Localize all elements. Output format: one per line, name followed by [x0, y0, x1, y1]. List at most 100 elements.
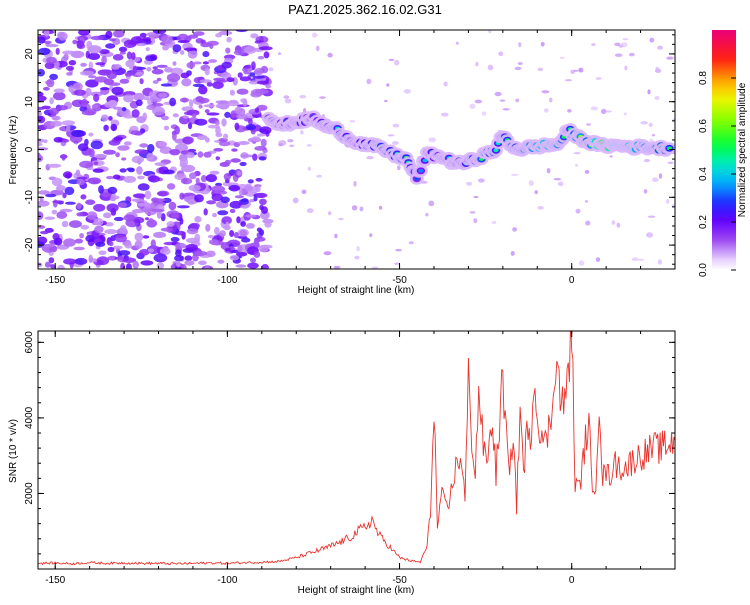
spectrogram-noise-blob [98, 49, 110, 55]
spectrogram-noise-blob [498, 51, 504, 57]
spectrogram-noise-blob [186, 152, 195, 159]
spectrogram-noise-blob [160, 227, 173, 232]
spectrogram-noise-blob [219, 230, 227, 237]
spectrogram-noise-blob [107, 82, 121, 86]
spectrogram-noise-blob [220, 196, 230, 204]
spectrogram-noise-blob [80, 62, 87, 67]
spectrogram-noise-blob [172, 44, 182, 53]
spectrogram-noise-blob [38, 262, 43, 268]
snr-y-ticks: 2000 4000 6000 [24, 331, 675, 570]
spectrogram-noise-blob [80, 194, 87, 200]
y-tick-label: 6000 [24, 331, 35, 354]
spectrogram-noise-blob [631, 257, 639, 262]
spectrogram-noise-blob [156, 262, 165, 269]
spectrogram-noise-blob [180, 72, 190, 79]
spectrogram-noise-blob [227, 101, 240, 107]
spectrogram-noise-blob [76, 202, 82, 210]
x-tick-label: 0 [569, 275, 575, 286]
spectrogram-noise-blob [557, 181, 564, 187]
spectrogram-noise-blob [38, 47, 51, 56]
spectrogram-noise-blob [236, 170, 243, 176]
spectrogram-noise-blob [394, 262, 400, 265]
spectrogram-noise-blob [109, 241, 114, 247]
spectrogram-noise-blob [475, 61, 479, 67]
spectrogram-noise-blob [135, 99, 143, 107]
spectrogram-noise-blob [119, 51, 126, 55]
spectrogram-noise-blob [198, 85, 208, 95]
spectrogram-noise-blob [208, 59, 218, 63]
spectrogram-noise-blob [548, 97, 553, 103]
spectrogram-noise-blob [92, 168, 104, 173]
spectrogram-noise-blob [108, 116, 113, 121]
spectrogram-noise-blob [255, 192, 268, 199]
spectrogram-noise-blob [151, 68, 164, 75]
spectrogram-noise-blob [221, 72, 232, 79]
spectrogram-noise-blob [253, 251, 261, 258]
spectrogram-noise-blob [112, 174, 121, 180]
y-tick-label: 20 [24, 48, 35, 60]
spectrogram-noise-blob [85, 87, 92, 97]
spectrogram-noise-blob [233, 49, 245, 56]
spectrogram-noise-blob [192, 61, 202, 65]
spectrogram-noise-blob [239, 161, 247, 167]
spectrogram-noise-blob [245, 214, 257, 218]
spectrogram-noise-blob [287, 139, 294, 143]
spectrogram-noise-blob [240, 221, 247, 227]
spectrogram-noise-blob [62, 192, 67, 199]
spectrogram-noise-blob [111, 64, 120, 70]
spectrogram-noise-blob [93, 218, 104, 226]
spectrogram-noise-blob [160, 213, 166, 222]
spectrogram-noise-blob [268, 67, 274, 72]
spectrogram-noise-blob [518, 42, 522, 48]
spectrogram-noise-blob [108, 139, 121, 146]
spectrogram-noise-blob [61, 154, 66, 161]
spectrogram-noise-blob [515, 98, 520, 103]
spectrogram-noise-blob [93, 93, 100, 102]
spectrogram-noise-blob [142, 235, 150, 239]
spectrogram-noise-blob [240, 154, 254, 158]
spectrogram-noise-blob [443, 81, 448, 87]
spectrogram-noise-blob [38, 106, 45, 111]
spectrogram-noise-blob [61, 138, 70, 143]
spectrogram-noise-blob [112, 54, 124, 61]
spectrogram-noise-blob [258, 156, 267, 161]
spectrogram-noise-blob [205, 224, 211, 232]
spectrogram-noise-blob [491, 220, 497, 225]
spectrogram-noise-blob [315, 45, 320, 52]
spectrogram-noise-blob [148, 175, 160, 183]
spectrogram-noise-blob [586, 123, 592, 126]
spectrogram-noise-blob [231, 148, 238, 152]
spectrogram-noise-blob [38, 111, 42, 117]
spectrogram-noise-blob [328, 211, 332, 216]
spectrogram-noise-blob [131, 52, 136, 61]
spectrogram-noise-blob [306, 208, 314, 214]
spectrogram-noise-blob [163, 169, 175, 174]
spectrogram-noise-blob [179, 158, 189, 166]
spectrogram-noise-blob [217, 210, 229, 216]
spectrogram-noise-blob [196, 134, 208, 140]
spectrogram-noise-blob [234, 195, 245, 199]
spectrogram-noise-blob [93, 161, 99, 165]
spectrogram-noise-blob [130, 130, 141, 136]
spectrogram-noise-blob [215, 182, 223, 187]
spectrogram-noise-blob [111, 86, 124, 95]
spectrogram-noise-blob [474, 99, 482, 104]
spectrogram-noise-blob [575, 208, 581, 214]
spectrogram-noise-blob [50, 120, 63, 127]
spectrogram-noise-blob [123, 175, 137, 183]
spectrogram-noise-blob [51, 115, 61, 121]
spectrogram-noise-blob [183, 47, 198, 51]
spectrogram-noise-blob [161, 35, 173, 44]
spectrogram-x-ticks: -150 -100 -50 0 [45, 30, 676, 286]
spectrogram-noise-blob [132, 65, 138, 74]
spectrogram-noise-blob [226, 36, 232, 43]
spectrogram-noise-blob [224, 111, 231, 118]
spectrogram-noise-blob [179, 192, 185, 200]
spectrogram-noise-blob [327, 52, 333, 58]
spectrogram-noise-blob [106, 203, 119, 212]
spectrogram-noise-blob [183, 111, 195, 116]
spectrogram-noise-blob [205, 137, 210, 143]
spectrogram-noise-blob [88, 148, 95, 158]
chart-title: PAZ1.2025.362.16.02.G31 [288, 2, 442, 17]
